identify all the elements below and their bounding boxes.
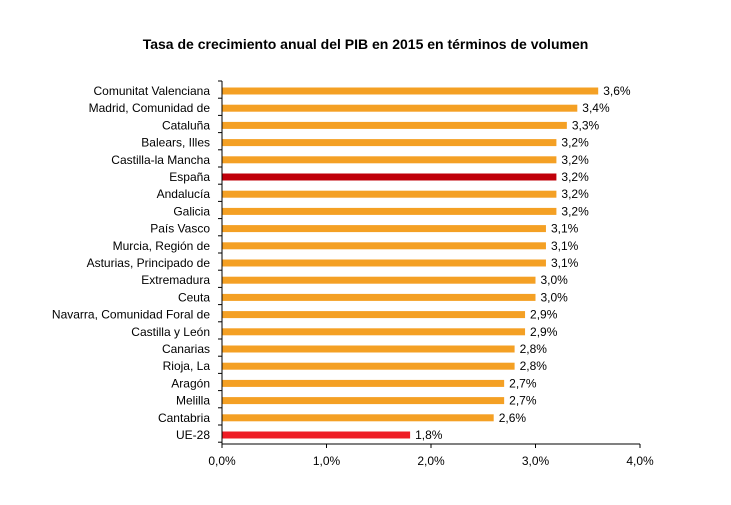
category-label: País Vasco xyxy=(150,222,210,236)
category-label: Galicia xyxy=(173,204,210,218)
bar xyxy=(222,293,536,301)
bar xyxy=(222,362,515,370)
category-label: Rioja, La xyxy=(163,359,211,373)
bar xyxy=(222,225,546,233)
x-tick-label: 1,0% xyxy=(313,454,341,468)
category-label: Asturias, Principado de xyxy=(87,256,211,270)
bar xyxy=(222,397,505,405)
bar xyxy=(222,87,599,95)
bar xyxy=(222,276,536,284)
category-label: Cantabria xyxy=(158,411,210,425)
bar xyxy=(222,311,526,319)
x-tick-label: 4,0% xyxy=(626,454,654,468)
value-label: 3,4% xyxy=(582,101,610,115)
bar xyxy=(222,328,526,336)
value-label: 3,2% xyxy=(561,153,589,167)
bar xyxy=(222,173,557,181)
value-label: 3,6% xyxy=(603,84,631,98)
bar xyxy=(222,242,546,250)
value-label: 3,1% xyxy=(551,239,579,253)
category-label: Castilla-la Mancha xyxy=(111,153,210,167)
bar xyxy=(222,139,557,147)
value-label: 3,1% xyxy=(551,256,579,270)
x-tick-label: 3,0% xyxy=(522,454,550,468)
value-label: 2,7% xyxy=(509,394,537,408)
x-tick-label: 0,0% xyxy=(208,454,236,468)
bar xyxy=(222,379,505,387)
category-label: Cataluña xyxy=(162,118,210,132)
bar xyxy=(222,414,494,422)
category-label: Castilla y León xyxy=(131,325,210,339)
value-label: 2,8% xyxy=(520,342,548,356)
value-label: 2,8% xyxy=(520,359,548,373)
category-label: Comunitat Valenciana xyxy=(93,84,210,98)
category-label: Canarias xyxy=(162,342,210,356)
value-label: 2,9% xyxy=(530,325,558,339)
bar xyxy=(222,104,578,112)
category-label: Aragón xyxy=(171,376,210,390)
value-label: 2,6% xyxy=(499,411,527,425)
value-label: 1,8% xyxy=(415,428,443,442)
value-label: 3,0% xyxy=(541,290,569,304)
category-label: UE-28 xyxy=(176,428,210,442)
bar xyxy=(222,345,515,353)
bar xyxy=(222,431,411,439)
chart-title: Tasa de crecimiento anual del PIB en 201… xyxy=(142,36,589,52)
bar xyxy=(222,121,567,129)
bar xyxy=(222,207,557,215)
category-label: Extremadura xyxy=(141,273,210,287)
category-label: Madrid, Comunidad de xyxy=(89,101,211,115)
value-label: 3,2% xyxy=(561,204,589,218)
category-label: Andalucía xyxy=(157,187,211,201)
value-label: 3,1% xyxy=(551,222,579,236)
value-label: 3,3% xyxy=(572,118,600,132)
value-label: 3,0% xyxy=(541,273,569,287)
bar xyxy=(222,156,557,164)
value-label: 2,9% xyxy=(530,308,558,322)
category-label: Navarra, Comunidad Foral de xyxy=(52,308,210,322)
category-label: Murcia, Región de xyxy=(113,239,211,253)
category-label: España xyxy=(169,170,210,184)
category-label: Ceuta xyxy=(178,290,210,304)
value-label: 2,7% xyxy=(509,376,537,390)
value-label: 3,2% xyxy=(561,136,589,150)
category-label: Melilla xyxy=(176,394,210,408)
x-tick-label: 2,0% xyxy=(417,454,445,468)
bar xyxy=(222,259,546,267)
value-label: 3,2% xyxy=(561,187,589,201)
category-label: Balears, Illes xyxy=(141,136,210,150)
bar xyxy=(222,190,557,198)
value-label: 3,2% xyxy=(561,170,589,184)
